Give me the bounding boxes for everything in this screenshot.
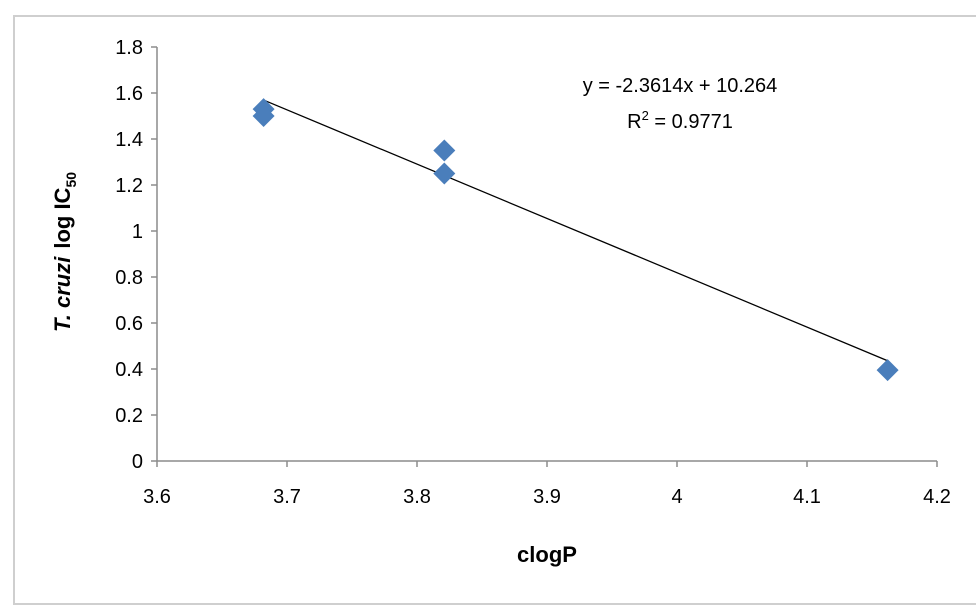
x-tick-label: 3.7 xyxy=(273,486,301,508)
axes xyxy=(151,46,938,467)
r-squared-label: R2 = 0.9771 xyxy=(627,108,733,133)
r-squared-prefix: R xyxy=(627,111,641,133)
r-squared-value: = 0.9771 xyxy=(649,111,733,133)
x-tick-label: 3.6 xyxy=(143,486,171,508)
data-point xyxy=(433,139,456,162)
y-tick-label: 0.6 xyxy=(115,313,143,335)
y-tick-label: 1 xyxy=(132,221,143,243)
tick-labels: 0 0.2 0.4 0.6 0.8 1 1.2 1.4 1.6 1.8 3.6 3.7 3.8 3.9 4 4… xyxy=(115,37,951,508)
y-tick-label: 0.2 xyxy=(115,405,143,427)
r-squared-superscript: 2 xyxy=(642,108,649,123)
data-point xyxy=(252,105,275,127)
trendline xyxy=(263,99,888,362)
data-point xyxy=(876,359,899,382)
x-tick-label: 4.1 xyxy=(793,486,821,508)
y-axis-title-regular: log IC xyxy=(50,187,75,248)
y-tick-label: 1.6 xyxy=(115,83,143,105)
trendline-group xyxy=(263,99,888,362)
x-tick-label: 3.8 xyxy=(403,486,431,508)
x-axis-title: clogP xyxy=(517,542,577,567)
data-point xyxy=(433,162,456,185)
x-tick-label: 4 xyxy=(671,486,682,508)
y-axis-title-italic: T. cruzi xyxy=(50,256,75,332)
data-points xyxy=(252,98,899,382)
y-tick-label: 1.8 xyxy=(115,37,143,59)
trendline-equation: y = -2.3614x + 10.264 xyxy=(583,75,778,97)
y-tick-label: 0 xyxy=(132,451,143,473)
y-tick-label: 1.4 xyxy=(115,129,143,151)
x-tick-label: 3.9 xyxy=(533,486,561,508)
x-tick-label: 4.2 xyxy=(923,486,951,508)
y-tick-label: 0.8 xyxy=(115,267,143,289)
y-axis-title: T. cruzi log IC50 xyxy=(50,172,79,332)
y-tick-label: 0.4 xyxy=(115,359,143,381)
y-tick-label: 1.2 xyxy=(115,175,143,197)
chart-frame xyxy=(13,15,976,605)
y-axis-title-subscript: 50 xyxy=(63,172,79,188)
